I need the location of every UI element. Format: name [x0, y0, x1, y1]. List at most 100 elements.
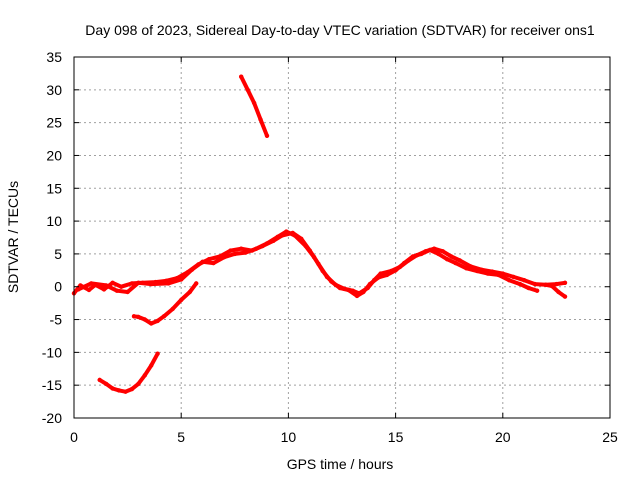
y-tick-label: 25: [46, 115, 62, 131]
data-point: [457, 258, 463, 263]
data-point: [532, 281, 538, 287]
series-arc-mid: [132, 281, 199, 326]
data-point: [170, 306, 175, 312]
data-point: [337, 285, 343, 291]
data-point: [142, 373, 147, 378]
data-point: [179, 277, 184, 282]
data-point: [136, 280, 141, 285]
data-point: [526, 285, 531, 291]
data-point: [258, 117, 263, 122]
data-point: [320, 268, 325, 274]
data-point: [110, 386, 115, 391]
data-point: [149, 363, 154, 368]
data-point: [166, 281, 171, 286]
x-tick-label: 20: [495, 429, 511, 445]
y-tick-label: 30: [46, 82, 62, 98]
data-point: [239, 246, 244, 251]
data-point: [402, 260, 407, 266]
data-point: [189, 267, 195, 272]
data-point: [329, 279, 334, 284]
y-tick-label: -15: [42, 377, 62, 393]
data-point: [245, 87, 250, 93]
data-point: [264, 241, 270, 246]
data-point: [125, 289, 130, 295]
data-point: [311, 255, 317, 260]
data-point: [104, 381, 109, 387]
data-point: [155, 351, 160, 356]
x-tick-label: 5: [177, 429, 185, 445]
data-point: [361, 289, 366, 295]
data-point: [346, 287, 351, 293]
data-point: [367, 281, 373, 287]
data-point: [243, 250, 248, 255]
data-point: [129, 281, 135, 286]
y-tick-label: 35: [46, 49, 62, 65]
data-point: [142, 317, 147, 322]
data-point: [97, 377, 102, 383]
data-point: [511, 274, 516, 280]
y-tick-label: 5: [54, 246, 62, 262]
data-point: [556, 289, 561, 295]
data-point: [496, 272, 501, 278]
data-point: [187, 289, 192, 295]
data-point: [410, 254, 415, 259]
data-point: [221, 255, 227, 260]
chart-title: Day 098 of 2023, Sidereal Day-to-day VTE…: [85, 22, 595, 38]
data-point: [76, 287, 81, 292]
data-point: [376, 275, 381, 280]
data-point: [275, 234, 280, 239]
x-tick-label: 25: [602, 429, 618, 445]
y-tick-label: 10: [46, 213, 62, 229]
data-point: [136, 314, 141, 320]
data-point: [129, 386, 135, 392]
data-point: [86, 287, 92, 293]
data-point: [254, 246, 259, 251]
data-point: [232, 251, 237, 257]
data-point: [239, 74, 244, 79]
data-point: [453, 260, 458, 266]
data-point: [464, 266, 469, 271]
data-point: [89, 281, 94, 286]
data-point: [427, 247, 433, 253]
data-point: [149, 321, 154, 326]
x-axis-label: GPS time / hours: [287, 456, 394, 472]
data-point: [284, 229, 289, 234]
data-point: [194, 281, 199, 286]
data-point: [114, 288, 120, 293]
y-axis-label: SDTVAR / TECUs: [5, 181, 21, 293]
data-point: [161, 314, 167, 319]
series-arc-low: [97, 351, 160, 394]
y-tick-label: -10: [42, 344, 62, 360]
data-point: [562, 294, 568, 299]
data-point: [522, 278, 527, 283]
data-point: [449, 254, 454, 259]
data-point: [101, 287, 107, 292]
data-point: [507, 278, 512, 283]
data-point: [119, 284, 124, 289]
data-point: [292, 233, 297, 238]
y-tick-label: -5: [50, 312, 63, 328]
data-point: [393, 268, 398, 273]
data-point: [485, 271, 490, 276]
data-point: [264, 133, 270, 138]
data-point: [149, 281, 154, 287]
y-tick-label: 20: [46, 147, 62, 163]
data-point: [534, 288, 540, 293]
data-point: [440, 249, 445, 254]
data-point: [206, 257, 212, 262]
data-point: [123, 389, 128, 394]
data-point: [228, 248, 233, 253]
data-point: [179, 297, 184, 303]
data-point: [562, 280, 568, 285]
x-tick-label: 0: [70, 429, 78, 445]
data-point: [549, 283, 555, 289]
data-series: [71, 74, 568, 394]
plot-frame: [73, 56, 611, 419]
data-point: [543, 282, 548, 287]
data-point: [104, 283, 109, 288]
data-point: [116, 388, 122, 393]
data-point: [211, 260, 216, 266]
data-point: [110, 280, 115, 285]
y-tick-label: -20: [42, 410, 62, 426]
